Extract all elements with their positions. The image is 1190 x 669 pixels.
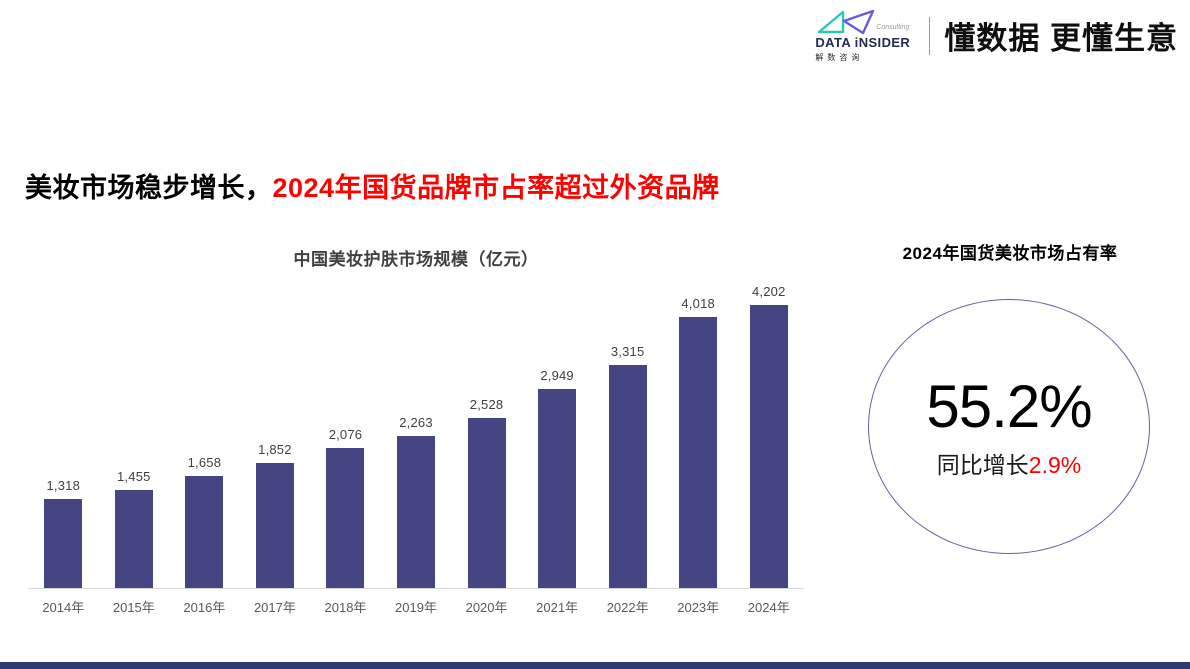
kpi-growth-label: 同比增长 <box>936 451 1029 478</box>
kpi-value: 55.2% <box>926 372 1092 440</box>
x-axis-label: 2020年 <box>465 600 508 615</box>
bar-value-label: 1,318 <box>46 478 81 493</box>
bar-value-label: 1,658 <box>187 455 222 470</box>
page-title-black-part: 美妆市场稳步增长， <box>25 173 273 203</box>
company-logo: Consulting DATA iNSIDER 解数咨询 <box>815 8 915 63</box>
bar-column: 1,455 <box>99 469 170 588</box>
logo-consulting-text: Consulting <box>876 24 910 31</box>
bar-chart: 中国美妆护肤市场规模（亿元） 1,318 1,455 1,658 1,852 2,076… <box>28 245 804 625</box>
brand-slogan: 懂数据 更懂生意 <box>944 21 1178 56</box>
kpi-growth-value: 2.9% <box>1028 451 1082 478</box>
header-divider <box>929 16 931 55</box>
bar <box>679 317 718 588</box>
x-axis-label: 2015年 <box>112 600 155 615</box>
bar-column: 2,949 <box>522 368 593 588</box>
bar-value-label: 4,202 <box>751 284 786 299</box>
bar-column: 4,018 <box>663 296 734 588</box>
bar-column: 2,076 <box>310 427 381 588</box>
bar-column: 1,852 <box>240 442 311 588</box>
bar <box>538 389 577 588</box>
x-axis-label: 2017年 <box>253 600 296 615</box>
footer-bar <box>0 662 1190 669</box>
page-title: 美妆市场稳步增长，2024年国货品牌市占率超过外资品牌 <box>25 166 720 205</box>
bar-column: 1,318 <box>28 478 99 588</box>
bar <box>467 418 506 588</box>
bar <box>114 490 153 588</box>
bowtie-logo-icon <box>818 9 875 34</box>
bar <box>749 305 788 588</box>
x-axis-label: 2023年 <box>677 600 720 615</box>
kpi-title: 2024年国货美妆市场占有率 <box>902 244 1118 263</box>
bar-value-label: 2,076 <box>328 427 363 442</box>
x-axis-label: 2016年 <box>183 600 226 615</box>
kpi-circle: 55.2% 同比增长2.9% <box>868 299 1150 554</box>
x-axis-label: 2018年 <box>324 600 367 615</box>
bar-column: 3,315 <box>592 344 663 588</box>
bar-value-label: 4,018 <box>681 296 715 311</box>
bar <box>397 436 435 588</box>
bar-value-label: 3,315 <box>610 344 645 359</box>
x-axis-labels: 2014年 2015年 2016年 2017年 2018年 2019年 2020年 2021年… <box>28 597 804 616</box>
bar-column: 2,263 <box>381 415 452 588</box>
logo-name: DATA iNSIDER <box>815 35 911 50</box>
logo-subtitle: 解数咨询 <box>815 53 864 62</box>
page-title-red-part: 2024年国货品牌市占率超过外资品牌 <box>272 173 720 203</box>
bar-value-label: 2,949 <box>540 368 574 383</box>
bar <box>185 476 224 588</box>
x-axis-label: 2024年 <box>747 600 790 615</box>
bar-column: 1,658 <box>169 455 240 588</box>
x-axis-label: 2019年 <box>395 600 437 615</box>
bar-column: 4,202 <box>733 284 804 588</box>
bar <box>608 365 647 588</box>
bar-value-label: 1,455 <box>117 469 151 484</box>
bar-value-label: 2,263 <box>399 415 433 430</box>
bars-row: 1,318 1,455 1,658 1,852 2,076 2,263 2,528 2,949… <box>28 275 804 589</box>
x-axis-label: 2022年 <box>606 600 649 615</box>
bar <box>255 463 294 588</box>
bar <box>44 499 83 588</box>
bar-value-label: 1,852 <box>258 442 292 457</box>
bar-chart-title: 中国美妆护肤市场规模（亿元） <box>293 250 539 269</box>
x-axis-label: 2021年 <box>536 600 579 615</box>
header: Consulting DATA iNSIDER 解数咨询 懂数据 更懂生意 <box>815 8 1178 63</box>
bar-value-label: 2,528 <box>469 397 504 412</box>
kpi-growth: 同比增长2.9% <box>937 446 1081 480</box>
bar-column: 2,528 <box>451 397 522 588</box>
bar <box>326 448 365 588</box>
x-axis-label: 2014年 <box>42 600 85 615</box>
